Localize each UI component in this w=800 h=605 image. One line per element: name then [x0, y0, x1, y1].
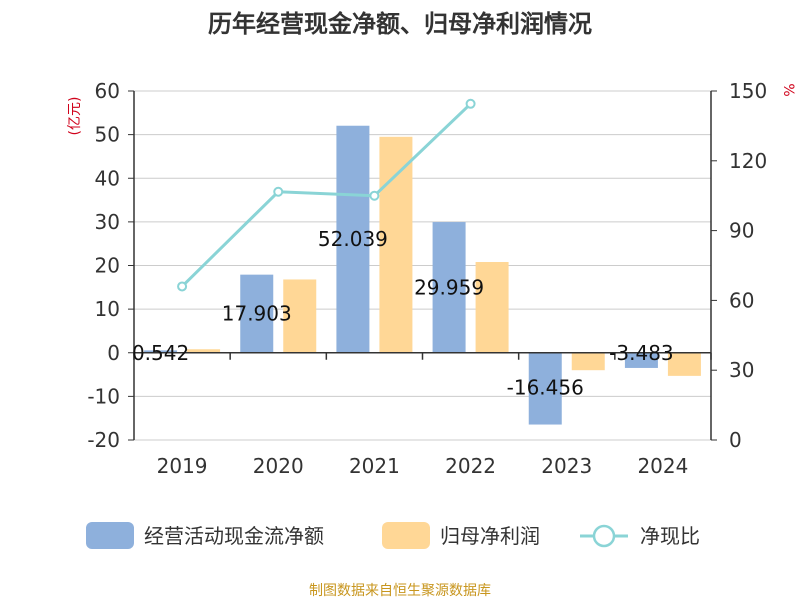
x-tick-label-2021: 2021 [349, 454, 400, 478]
cashflow-bar-2021 [336, 125, 370, 353]
cashflow-bar-2022 [432, 222, 466, 353]
cashflow-value-2021: 52.039 [318, 227, 388, 251]
left-tick-label: 0 [107, 341, 120, 365]
netprofit-bar-2021 [379, 136, 413, 353]
left-tick-label: -10 [87, 384, 120, 408]
bars [144, 125, 701, 425]
left-tick-label: 40 [95, 166, 120, 190]
legend: 经营活动现金流净额 归母净利润 净现比 [86, 522, 700, 549]
left-tick-label: 50 [95, 123, 120, 147]
left-tick-label: -20 [87, 428, 120, 452]
legend-item-cashflow[interactable]: 经营活动现金流净额 [86, 522, 324, 549]
right-tick-label: 30 [729, 358, 754, 382]
x-tick-label-2020: 2020 [253, 454, 304, 478]
left-tick-label: 30 [95, 210, 120, 234]
right-axis-ticks: 150 120 90 60 30 0 [711, 79, 767, 452]
legend-label-cashflow: 经营活动现金流净额 [144, 524, 324, 548]
cashflow-value-2019: 0.542 [132, 341, 189, 365]
cashflow-value-2020: 17.903 [222, 302, 292, 326]
right-tick-label: 120 [729, 149, 767, 173]
cashflow-bar-2023 [528, 352, 562, 425]
legend-swatch-netprofit [382, 522, 430, 549]
axes [133, 91, 712, 440]
right-tick-label: 0 [729, 428, 742, 452]
data-source-note: 制图数据来自恒生聚源数据库 [309, 583, 491, 599]
netprofit-bar-2020 [283, 279, 317, 353]
ratio-point-2022 [465, 98, 476, 109]
legend-swatch-cashflow [86, 522, 134, 549]
ratio-line-path [181, 102, 472, 288]
x-axis-labels: 2019 2020 2021 2022 2023 2024 [157, 454, 689, 478]
cashflow-value-2022: 29.959 [414, 275, 484, 299]
legend-label-netprofit: 归母净利润 [440, 524, 540, 548]
netprofit-bar-2019 [187, 349, 221, 353]
gridlines [134, 90, 711, 441]
x-tick-label-2024: 2024 [637, 454, 688, 478]
legend-label-ratio: 净现比 [640, 524, 700, 548]
legend-marker-ratio [592, 524, 616, 548]
legend-item-netprofit[interactable]: 归母净利润 [382, 522, 540, 549]
left-tick-label: 10 [95, 297, 120, 321]
ratio-point-2021 [369, 190, 380, 201]
left-axis-ticks: 60 50 40 30 20 10 0 -10 -20 [87, 79, 134, 452]
right-tick-label: 150 [729, 79, 767, 103]
legend-item-ratio[interactable]: 净现比 [580, 524, 700, 548]
x-tick-label-2023: 2023 [541, 454, 592, 478]
right-tick-label: 90 [729, 219, 754, 243]
netprofit-bar-2022 [475, 262, 509, 353]
cashflow-bar-2024 [624, 352, 658, 368]
x-tick-label-2019: 2019 [157, 454, 208, 478]
left-tick-label: 20 [95, 254, 120, 278]
netprofit-bar-2024 [667, 352, 701, 376]
left-axis-unit: (亿元) [67, 97, 83, 136]
left-tick-label: 60 [95, 79, 120, 103]
ratio-point-2020 [273, 186, 284, 197]
cashflow-value-2023: -16.456 [507, 376, 584, 400]
ratio-point-2019 [177, 281, 188, 292]
ratio-line [177, 98, 476, 292]
cashflow-bar-2019 [144, 350, 178, 353]
cashflow-bar-2020 [240, 274, 274, 353]
chart-title: 历年经营现金净额、归母净利润情况 [208, 10, 592, 38]
netprofit-bar-2023 [571, 352, 605, 371]
data-labels: 0.542 17.903 52.039 29.959 -16.456 -3.483 [132, 227, 674, 399]
x-tick-label-2022: 2022 [445, 454, 496, 478]
right-axis-unit: % [780, 83, 796, 96]
right-tick-label: 60 [729, 288, 754, 312]
cashflow-value-2024: -3.483 [609, 341, 673, 365]
